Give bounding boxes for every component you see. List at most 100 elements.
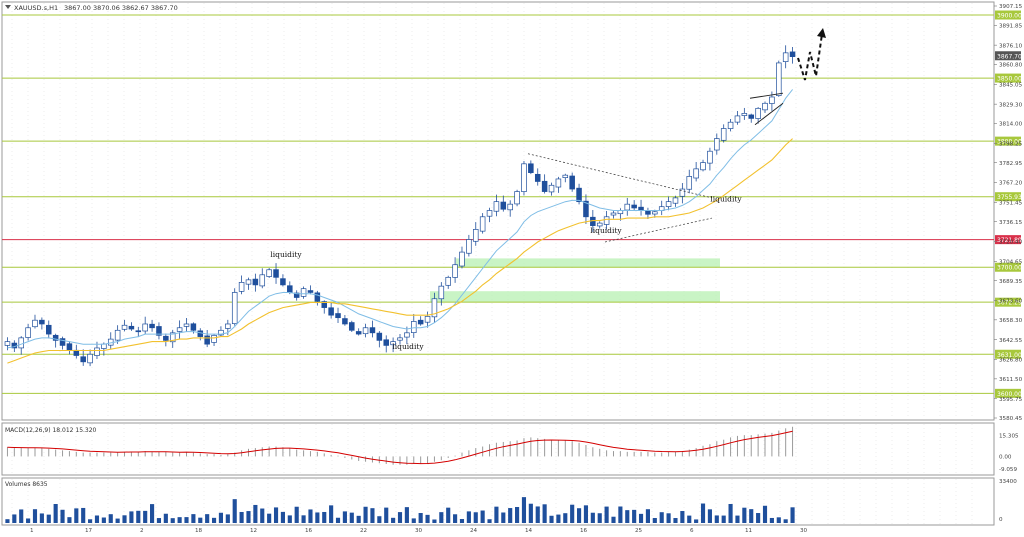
- volume-bar: [783, 519, 788, 523]
- volume-bar: [625, 510, 630, 523]
- volume-bar: [143, 510, 148, 523]
- volume-bar: [19, 509, 24, 523]
- candle-body: [404, 332, 410, 338]
- price-tick-label: 3611.50: [999, 377, 1023, 383]
- candle-body: [376, 332, 383, 341]
- header: XAUUSD.s,H1 3867.00 3870.06 3862.67 3867…: [5, 4, 178, 12]
- volume-bar: [666, 513, 671, 523]
- candle-body: [596, 222, 603, 227]
- candle-body: [293, 292, 300, 298]
- price-level-tag: [995, 10, 1021, 20]
- volume-bar: [329, 505, 334, 523]
- price-level-label: 3700.00: [997, 265, 1022, 272]
- candles: [4, 45, 796, 367]
- candle-body: [25, 327, 31, 338]
- candle-body: [383, 339, 389, 346]
- liquidity-label: liquidity: [392, 342, 424, 351]
- candle-body: [335, 313, 341, 319]
- candle-body: [776, 62, 782, 96]
- candle-body: [714, 138, 720, 151]
- candle-body: [431, 298, 438, 318]
- candle-body: [707, 150, 713, 164]
- candle-body: [686, 176, 693, 190]
- wedge-upper-line: [749, 92, 784, 99]
- projection-path: [797, 33, 823, 81]
- candle-body: [762, 102, 768, 111]
- volume-bar: [597, 513, 602, 523]
- time-tick-label: 14: [525, 528, 533, 534]
- volume-bar: [294, 506, 299, 523]
- annotations: liquidity liquidity liquidity liquidity: [270, 195, 742, 352]
- macd-pane[interactable]: [1, 422, 995, 476]
- projection-arrow-icon: [817, 28, 826, 38]
- candle-body: [459, 251, 465, 267]
- volume-bar: [115, 518, 120, 523]
- volume-bar: [67, 517, 72, 523]
- candle-body: [321, 301, 328, 308]
- collapse-triangle-icon[interactable]: [5, 5, 11, 9]
- candle-body: [507, 203, 513, 211]
- volume-bar: [232, 499, 237, 523]
- candle-body: [287, 285, 293, 293]
- volume-bar: [198, 517, 203, 523]
- moving-averages: [7, 89, 793, 364]
- candle-body: [149, 323, 155, 329]
- liquidity-label: liquidity: [590, 226, 622, 235]
- candle-body: [273, 269, 279, 278]
- candle-body: [349, 322, 355, 331]
- volume-bar: [94, 515, 100, 523]
- volume-bar: [659, 512, 664, 523]
- last-price-label: 3867.70: [997, 53, 1022, 60]
- candle-body: [59, 338, 66, 346]
- volume-bar: [384, 507, 389, 523]
- volume-bar: [225, 514, 230, 523]
- price-tick-label: 3720.40: [999, 240, 1023, 246]
- time-tick-label: 25: [635, 528, 643, 534]
- candle-body: [665, 201, 672, 207]
- volume-bar: [480, 510, 485, 523]
- price-tick-label: 3751.45: [999, 201, 1023, 207]
- time-tick-label: 18: [195, 528, 203, 534]
- macd-indicator: MACD(12,26,9) 18.012 15.320 15.305 0.00 -9.…: [5, 426, 1019, 473]
- volume-bar: [53, 504, 58, 523]
- candle-body: [328, 307, 334, 316]
- candle-body: [672, 197, 679, 204]
- volume-bar: [322, 511, 327, 523]
- volume-bar: [184, 517, 189, 523]
- volume-bar: [5, 519, 10, 523]
- volume-bar: [363, 506, 368, 523]
- volume-bar: [287, 515, 292, 523]
- volume-bar: [12, 514, 17, 523]
- volume-bar: [473, 512, 478, 523]
- volume-bar: [81, 507, 86, 523]
- volume-bar: [776, 517, 781, 523]
- candle-body: [163, 335, 169, 341]
- volume-bar: [370, 508, 375, 523]
- time-tick-label: 6: [690, 528, 694, 534]
- liquidity-label: liquidity: [270, 250, 302, 259]
- volume-bar: [136, 510, 141, 523]
- price-level-tag: [995, 262, 1021, 272]
- candle-body: [479, 216, 486, 232]
- volume-bar: [74, 508, 79, 523]
- volume-bar: [508, 508, 513, 523]
- candle-body: [32, 319, 38, 328]
- price-tick-label: 3860.80: [999, 63, 1023, 69]
- candle-body: [218, 329, 224, 336]
- volume-bar: [728, 504, 733, 523]
- volume-bar: [611, 516, 616, 523]
- candle-body: [156, 326, 162, 336]
- ema-slow-line: [7, 138, 793, 364]
- price-axis: 3907.15 3891.85 3876.10 3860.80 3845.05 3829.…: [994, 4, 1023, 422]
- candle-body: [541, 180, 548, 192]
- price-tick-label: 3595.75: [999, 397, 1023, 403]
- volume-indicator: Volumes 8635 33400 0: [5, 479, 1017, 523]
- price-tick-label: 3876.10: [999, 43, 1023, 49]
- candle-body: [135, 330, 142, 333]
- candle-body: [73, 349, 80, 356]
- candle-body: [411, 321, 417, 333]
- candle-body: [720, 128, 727, 141]
- volume-bar: [652, 518, 657, 523]
- volume-bar: [239, 511, 244, 523]
